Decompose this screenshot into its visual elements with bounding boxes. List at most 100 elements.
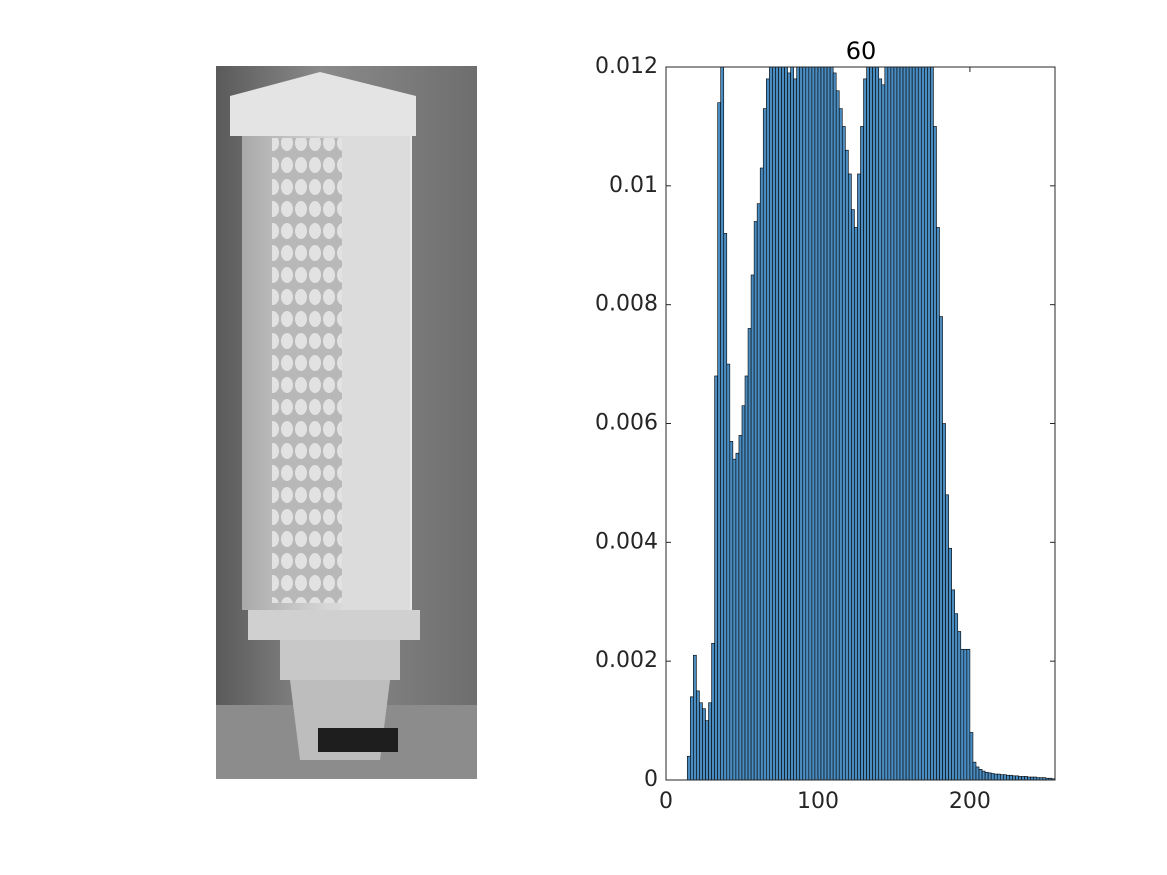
bar	[772, 67, 776, 780]
bar	[708, 702, 712, 780]
bar	[808, 67, 813, 780]
bar	[732, 458, 737, 780]
bar	[832, 72, 837, 780]
bar	[920, 67, 925, 780]
bar	[969, 732, 974, 780]
bar	[802, 67, 807, 780]
bar	[826, 67, 831, 780]
bar	[927, 67, 931, 780]
bar	[936, 227, 940, 780]
bar	[990, 773, 995, 780]
bar	[726, 363, 731, 780]
bar	[759, 167, 764, 780]
bar	[972, 761, 977, 780]
bar	[917, 67, 922, 780]
bar	[999, 774, 1004, 780]
x-tick-label: 200	[949, 789, 991, 814]
bar	[933, 126, 937, 780]
bar	[841, 126, 846, 780]
bar	[960, 648, 965, 780]
bar	[872, 67, 876, 780]
bar	[914, 67, 919, 780]
bar	[829, 67, 834, 780]
bar	[1015, 775, 1019, 780]
bar	[820, 67, 825, 780]
bar	[702, 708, 706, 780]
bar	[735, 452, 740, 780]
bar	[993, 773, 998, 780]
bar	[787, 72, 791, 780]
bar	[814, 67, 819, 780]
bar	[775, 67, 779, 780]
bar	[893, 67, 898, 780]
bar	[987, 772, 992, 780]
bar	[848, 173, 852, 780]
bar	[790, 67, 794, 780]
bar	[753, 221, 758, 780]
bar	[963, 648, 968, 780]
bar	[1024, 776, 1028, 780]
bar	[835, 90, 840, 780]
bar	[875, 67, 880, 780]
bar	[756, 203, 761, 780]
bar	[705, 720, 709, 780]
bar	[984, 771, 989, 780]
bar	[1009, 774, 1013, 780]
bar	[857, 173, 861, 780]
bar	[1021, 776, 1025, 780]
bar	[805, 67, 810, 780]
bar	[851, 209, 855, 780]
bar	[838, 108, 843, 780]
bar	[784, 67, 788, 780]
bar	[860, 126, 864, 780]
bar	[769, 67, 773, 780]
y-tick-label: 0.004	[595, 529, 658, 554]
bar	[854, 227, 858, 780]
bar	[881, 84, 886, 780]
bar	[711, 643, 715, 780]
x-tick-label: 100	[797, 789, 839, 814]
plot-area	[686, 67, 1055, 780]
bar	[693, 654, 697, 780]
bar	[945, 494, 949, 780]
bar	[747, 328, 752, 780]
bar	[699, 702, 703, 780]
bar	[908, 67, 913, 780]
bar	[902, 67, 907, 780]
bar	[957, 631, 962, 780]
bar	[799, 67, 804, 780]
bar	[723, 233, 728, 780]
bar	[954, 613, 959, 780]
bar	[823, 67, 828, 780]
bar	[696, 690, 700, 780]
bar	[781, 67, 785, 780]
bar	[896, 67, 901, 780]
bar	[996, 773, 1001, 780]
bar	[863, 78, 867, 780]
bar	[869, 67, 873, 780]
bar	[762, 108, 767, 780]
bar	[714, 375, 718, 780]
bar	[690, 696, 694, 780]
bar	[741, 405, 746, 780]
bar	[1006, 774, 1010, 780]
bar	[911, 67, 916, 780]
bar	[975, 766, 980, 780]
bar	[1003, 774, 1007, 780]
bar	[981, 770, 986, 780]
y-tick-label: 0.012	[595, 54, 658, 79]
photo	[216, 66, 477, 779]
bar	[924, 67, 928, 780]
y-tick-label: 0.008	[595, 292, 658, 317]
bar	[948, 547, 952, 780]
bar	[729, 441, 734, 780]
bar	[951, 589, 956, 780]
bar	[686, 755, 691, 780]
bar	[978, 769, 983, 780]
bar	[750, 274, 755, 780]
y-tick-label: 0.002	[595, 648, 658, 673]
bar	[811, 67, 816, 780]
bar	[966, 648, 971, 780]
bar	[899, 67, 904, 780]
